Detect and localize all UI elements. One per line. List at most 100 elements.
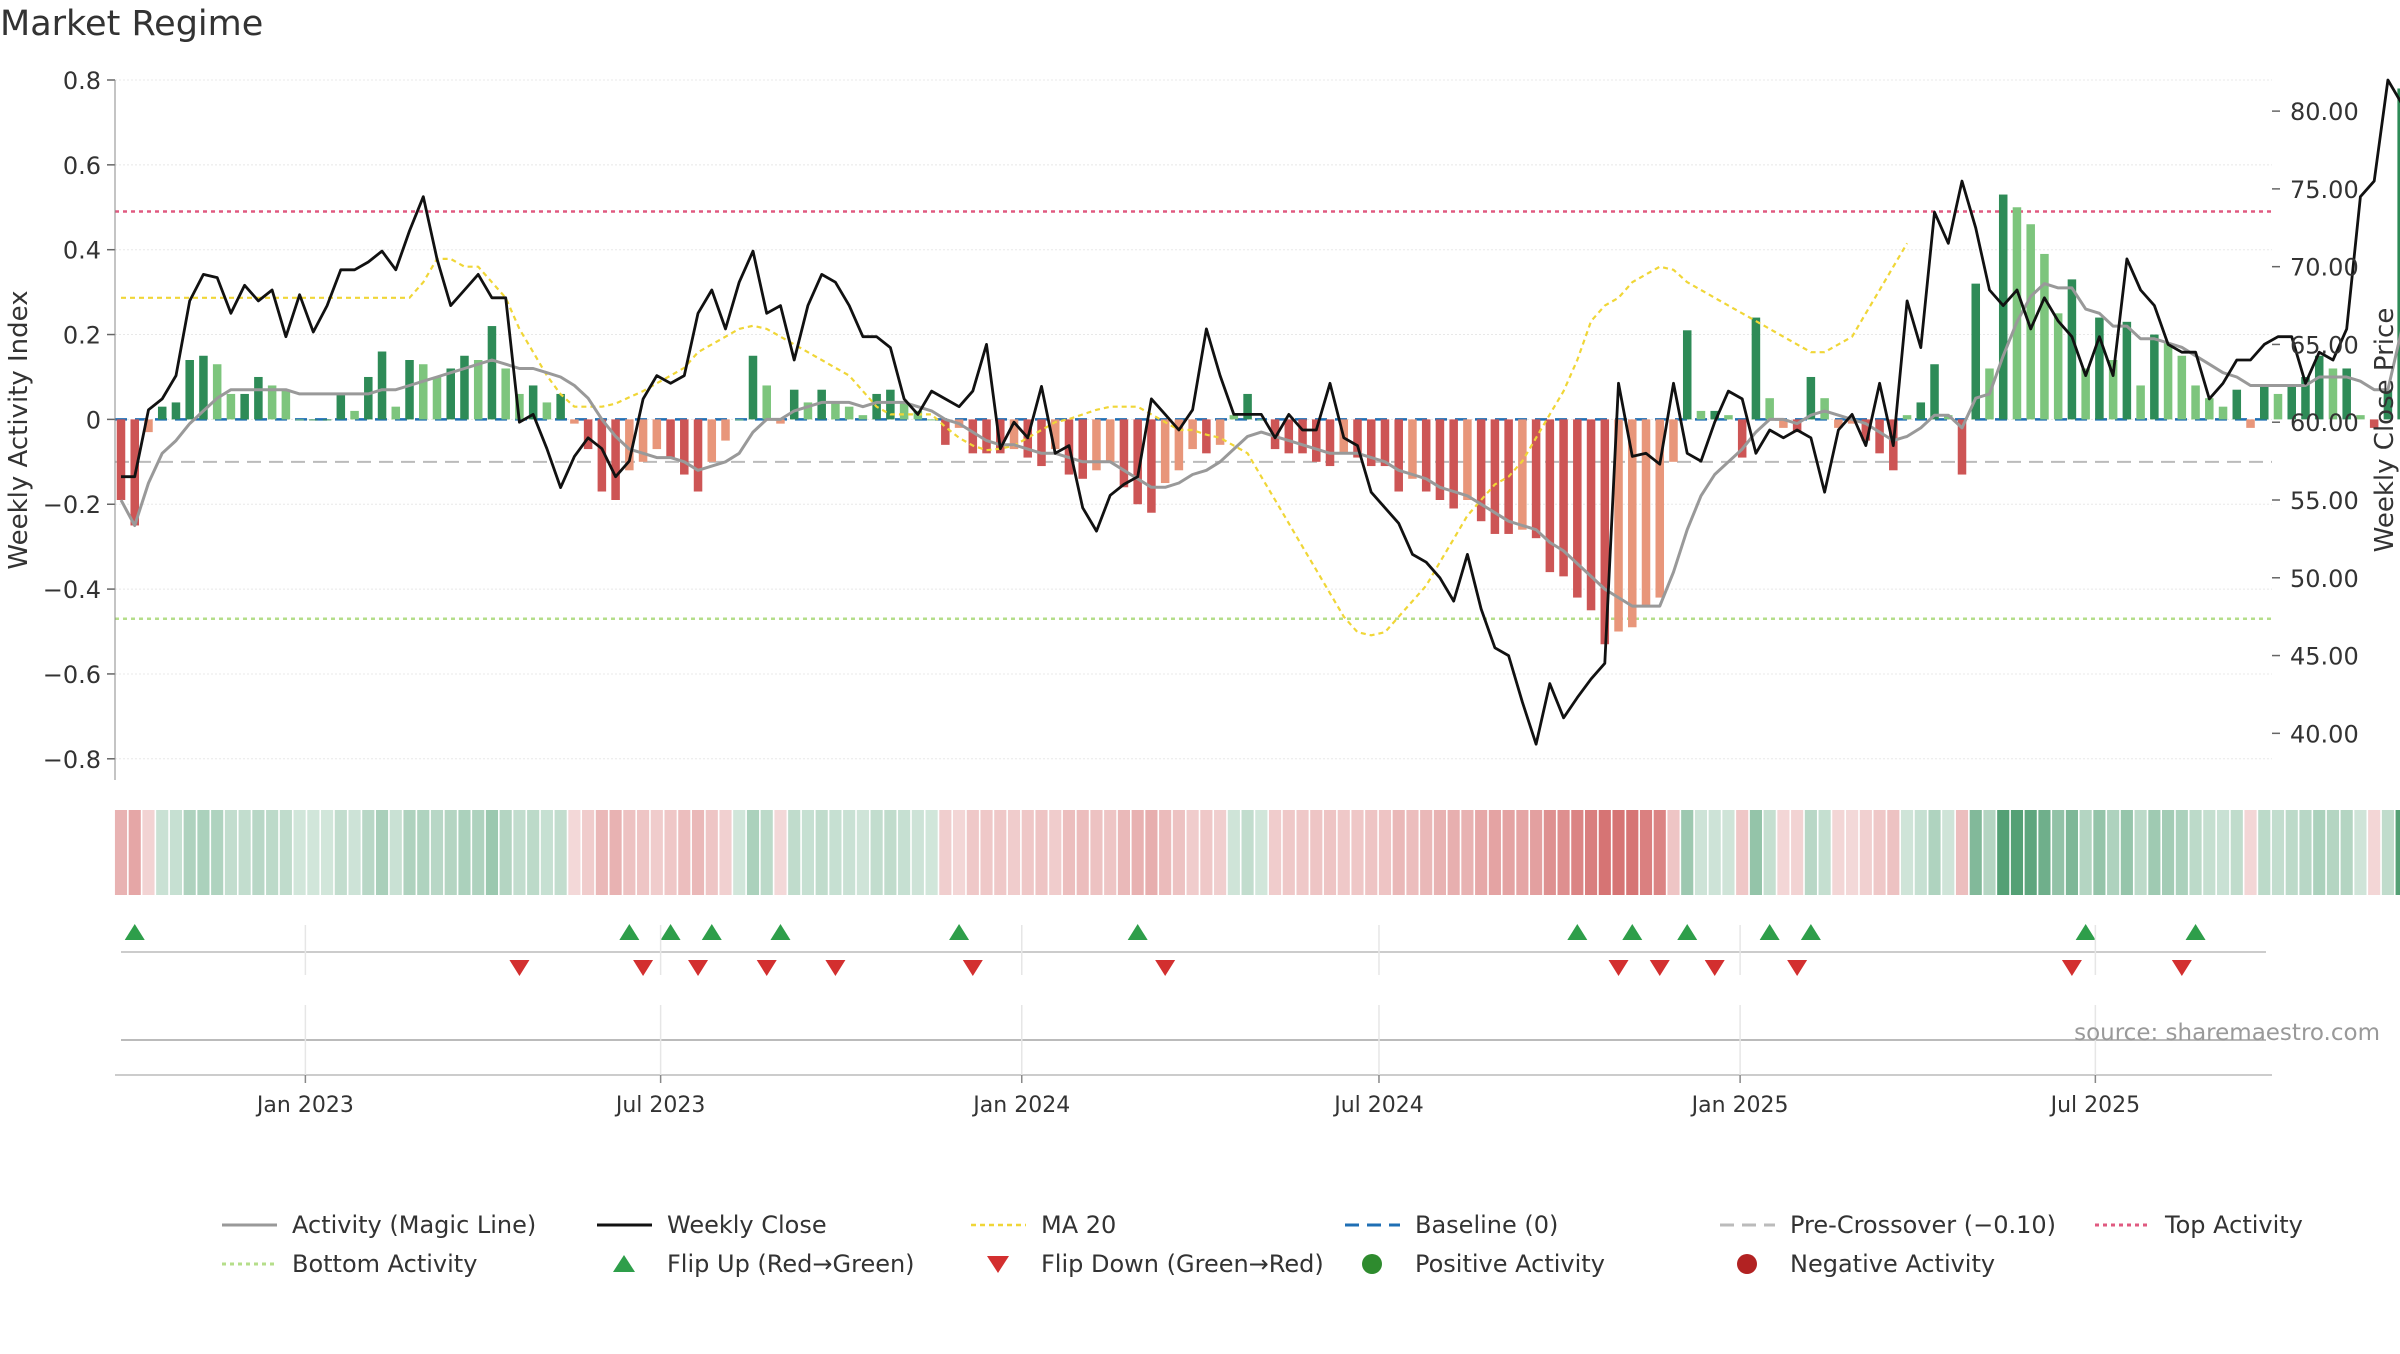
activity-bar [1655,419,1665,598]
flip-down-marker [756,960,777,976]
activity-bar [240,393,249,420]
heat-cell [1955,810,1969,895]
legend-label: Top Activity [2164,1211,2303,1239]
heat-cell [403,810,416,895]
heat-cell [444,810,457,895]
flip-up-marker [1567,924,1588,940]
activity-bar [1669,419,1678,462]
heat-cell [156,810,169,895]
activity-bar [556,393,565,420]
y-tick-label-right: 50.00 [2290,565,2359,593]
heat-cell [1200,810,1213,895]
heat-cell [169,810,183,895]
activity-bar [1078,419,1087,479]
activity-bar [2383,389,2393,420]
flip-up-marker [949,924,970,940]
legend-item: Bottom Activity [222,1250,477,1278]
heat-cell [1035,810,1048,895]
activity-bar [1229,415,1239,420]
activity-bar [1050,419,1060,450]
heat-cell [623,810,636,895]
heat-cell [1214,810,1227,895]
activity-bar [2273,393,2283,420]
heat-cell [1612,810,1625,895]
activity-bar [515,393,524,420]
activity-bar [432,376,442,420]
heat-cell [1653,810,1666,895]
activity-bar [1765,398,1774,420]
heat-cell [1406,810,1419,895]
activity-bar [899,402,909,420]
activity-bar [336,393,346,420]
activity-bar [803,402,813,420]
activity-bar [776,419,785,424]
activity-bar [927,419,936,421]
heat-cell [2285,810,2298,895]
heat-cell [980,810,993,895]
heat-cell [1942,810,1955,895]
y-axis-label-right: Weekly Close Price [2370,308,2400,553]
y-tick-label-left: 0.8 [63,67,101,95]
heat-cell [1791,810,1804,895]
heat-cell [2134,810,2147,895]
legend-item: Positive Activity [1362,1250,1605,1278]
activity-bar [1531,419,1541,539]
magic-line [119,282,2400,608]
activity-bar [1930,364,1939,420]
heat-cell [2299,810,2312,895]
y-tick-label-left: 0.2 [63,322,101,350]
heat-cell [348,810,361,895]
activity-bar [1751,317,1761,420]
legend-label: Negative Activity [1790,1250,1995,1278]
activity-bar [1600,419,1610,645]
activity-bar [844,406,854,420]
activity-bar [1628,419,1637,628]
heat-cell [1516,810,1529,895]
activity-bar [1133,419,1142,505]
activity-bar [2177,355,2187,420]
heat-cell [2395,810,2400,895]
heat-cell [197,810,210,895]
activity-bar [1449,419,1458,509]
activity-bar [2356,415,2365,420]
activity-bar [1476,419,1486,522]
heat-cell [128,810,141,895]
heat-cell [1639,810,1653,895]
y-tick-label-left: −0.8 [43,746,101,774]
weekly-close-line [121,78,2400,746]
activity-bar [1806,376,1816,420]
heat-cell [1777,810,1790,895]
legend-label: Flip Down (Green→Red) [1041,1250,1324,1278]
heat-cell [1763,810,1776,895]
activity-bar [2150,334,2159,420]
legend-item: Weekly Close [597,1211,827,1239]
heat-cell [1749,810,1762,895]
activity-bar [2342,368,2351,420]
activity-bar [171,402,181,420]
activity-bar [1380,419,1390,467]
heat-cell [1172,810,1185,895]
heat-cell [1007,810,1021,895]
heat-cell [334,810,347,895]
y-tick-label-right: 60.00 [2290,409,2359,437]
flip-down-marker [825,960,846,976]
heat-cell [1282,810,1295,895]
flip-down-marker [2061,960,2082,976]
activity-bar [1559,419,1568,577]
heat-cell [1447,810,1460,895]
y-tick-label-right: 75.00 [2290,176,2359,204]
activity-bar [1435,419,1445,500]
activity-bar [1270,419,1280,450]
heat-cell [1887,810,1900,895]
heat-cell [499,810,512,895]
heat-cell [1186,810,1199,895]
activity-bar [322,419,332,421]
heat-cell [829,810,842,895]
activity-bar [542,402,552,420]
flip-up-marker [1759,924,1780,940]
activity-bar [446,368,455,420]
activity-bar [2108,360,2118,420]
heat-cell [2010,810,2024,895]
activity-bar [2053,313,2063,420]
activity-bar [281,389,291,420]
